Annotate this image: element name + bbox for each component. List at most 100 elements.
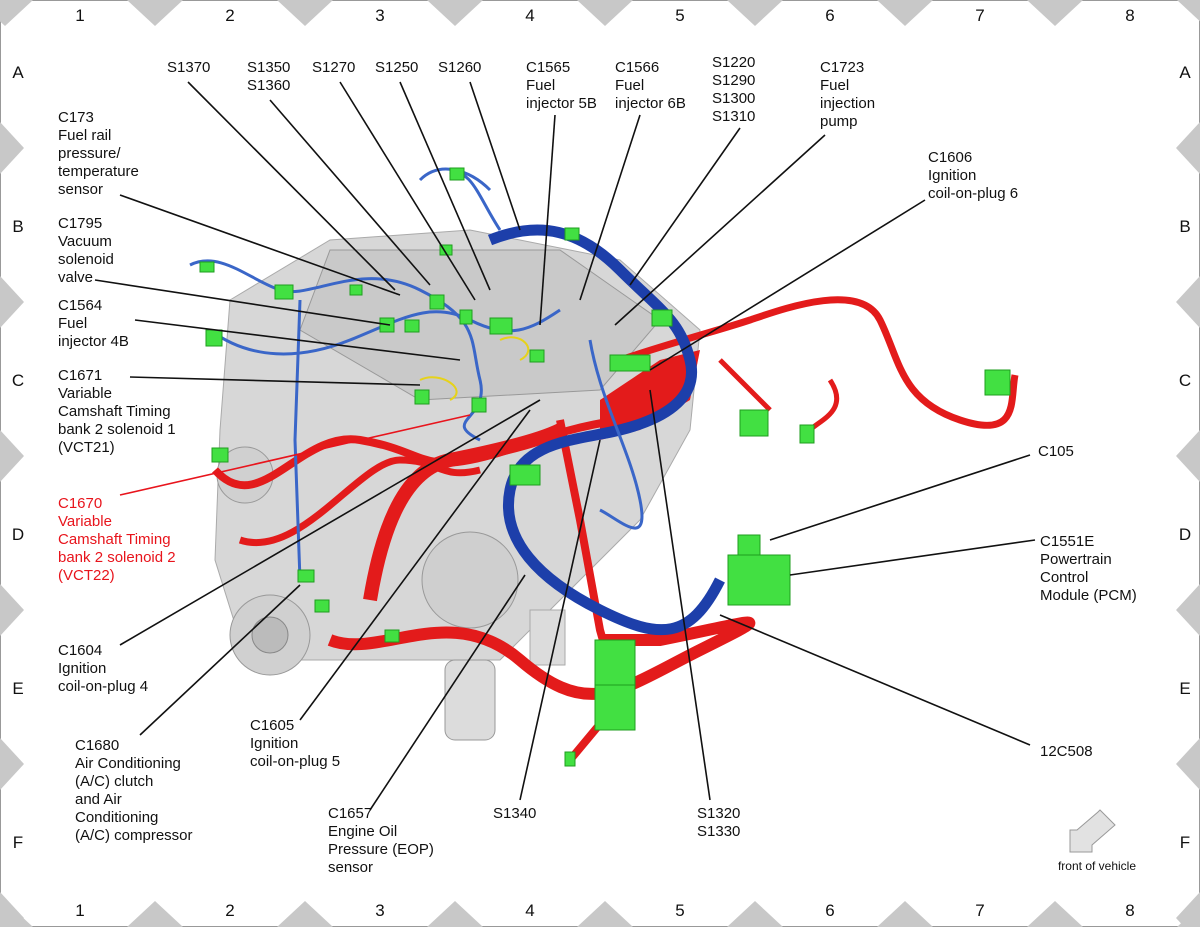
edge-marker: [127, 901, 183, 927]
callout-text: Fuel: [526, 77, 555, 94]
callout-text: C1670: [58, 495, 102, 512]
callout-text: 12C508: [1040, 743, 1093, 760]
row-label: B: [12, 217, 23, 236]
column-label: 7: [975, 6, 984, 25]
callout-text: S1270: [312, 59, 355, 76]
callout-text: pump: [820, 113, 858, 130]
leader-line: [139, 584, 301, 736]
callout-text: C1605: [250, 717, 294, 734]
leader-line: [539, 114, 556, 326]
callout-text: injection: [820, 95, 875, 112]
edge-marker: [277, 901, 333, 927]
callout-text: S1260: [438, 59, 481, 76]
edge-marker: [577, 0, 633, 26]
leader-line: [119, 194, 401, 296]
callout-text: Ignition: [58, 660, 106, 677]
callout-text: C1680: [75, 737, 119, 754]
callout-text: S1220: [712, 54, 755, 71]
callout-text: S1320: [697, 805, 740, 822]
row-label: F: [1180, 833, 1190, 852]
edge-marker: [277, 0, 333, 26]
callout-text: solenoid: [58, 251, 114, 268]
callout-text: S1290: [712, 72, 755, 89]
column-label: 4: [525, 901, 534, 920]
edge-marker: [0, 276, 24, 328]
leader-line: [469, 81, 521, 231]
column-label: 6: [825, 901, 834, 920]
callout-text: C173: [58, 109, 94, 126]
edge-marker: [427, 0, 483, 26]
edge-marker: [727, 901, 783, 927]
edge-marker: [0, 738, 24, 790]
callout-text: Module (PCM): [1040, 587, 1137, 604]
callout-text: coil-on-plug 6: [928, 185, 1018, 202]
column-label: 2: [225, 901, 234, 920]
callout-text: Ignition: [928, 167, 976, 184]
row-label: D: [1179, 525, 1191, 544]
row-label: A: [12, 63, 24, 82]
leader-line: [369, 574, 526, 811]
row-label: F: [13, 833, 23, 852]
edge-marker: [1027, 901, 1083, 927]
row-label: A: [1179, 63, 1191, 82]
callout-text: Air Conditioning: [75, 755, 181, 772]
row-label: C: [1179, 371, 1191, 390]
edge-marker: [1027, 0, 1083, 26]
callout-text: (VCT22): [58, 567, 115, 584]
leader-line: [119, 399, 541, 646]
leader-line: [629, 127, 741, 286]
leader-line: [129, 376, 421, 386]
callout-text: C1564: [58, 297, 102, 314]
edge-marker: [1176, 738, 1200, 790]
callout-text: C1565: [526, 59, 570, 76]
leader-line: [399, 81, 491, 291]
edge-marker: [1176, 892, 1200, 927]
leader-line: [789, 539, 1036, 576]
callout-text: Conditioning: [75, 809, 158, 826]
callout-text: bank 2 solenoid 2: [58, 549, 176, 566]
callout-text: (VCT21): [58, 439, 115, 456]
leader-line: [339, 81, 476, 301]
callout-text: S1360: [247, 77, 290, 94]
callout-text: Control: [1040, 569, 1088, 586]
column-label: 3: [375, 901, 384, 920]
edge-marker: [877, 901, 933, 927]
leader-line: [519, 439, 601, 801]
callout-text: C105: [1038, 443, 1074, 460]
column-label: 7: [975, 901, 984, 920]
edge-marker: [1176, 584, 1200, 636]
callout-text: C1657: [328, 805, 372, 822]
callout-text: S1300: [712, 90, 755, 107]
edge-marker: [0, 0, 33, 26]
callout-text: S1370: [167, 59, 210, 76]
column-label: 8: [1125, 901, 1134, 920]
edge-marker: [1177, 0, 1200, 22]
callout-text: coil-on-plug 4: [58, 678, 148, 695]
callout-text: Powertrain: [1040, 551, 1112, 568]
callout-text: Vacuum: [58, 233, 112, 250]
column-label: 1: [75, 901, 84, 920]
callout-text: pressure/: [58, 145, 121, 162]
callout-text: injector 5B: [526, 95, 597, 112]
row-label: D: [12, 525, 24, 544]
callout-text: coil-on-plug 5: [250, 753, 340, 770]
callout-text: Camshaft Timing: [58, 531, 171, 548]
leader-line: [579, 114, 641, 301]
column-label: 4: [525, 6, 534, 25]
callout-text: and Air: [75, 791, 122, 808]
callout-text: Variable: [58, 513, 112, 530]
column-label: 8: [1125, 6, 1134, 25]
callout-text: C1604: [58, 642, 102, 659]
callout-text: valve: [58, 269, 93, 286]
edge-marker: [0, 430, 24, 482]
callout-text: Camshaft Timing: [58, 403, 171, 420]
front-arrow: [1069, 809, 1116, 853]
leader-line: [269, 99, 431, 286]
edge-marker: [577, 901, 633, 927]
callout-text: Fuel: [615, 77, 644, 94]
column-label: 5: [675, 6, 684, 25]
callout-text: S1340: [493, 805, 536, 822]
callout-text: Pressure (EOP): [328, 841, 434, 858]
